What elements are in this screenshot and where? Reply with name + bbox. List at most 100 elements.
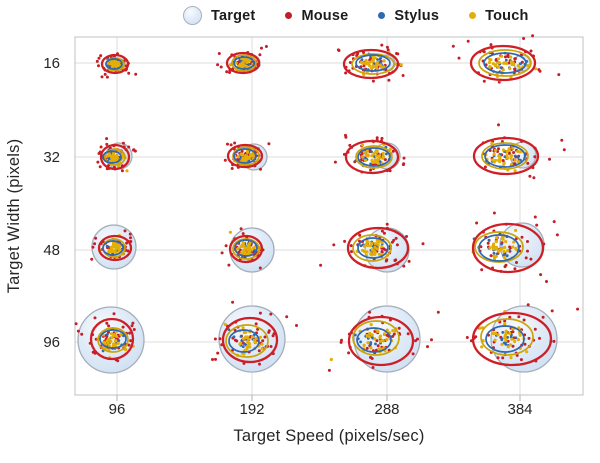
touch-point <box>329 357 333 362</box>
mouse-point <box>120 169 124 173</box>
touch-point <box>376 243 380 247</box>
touch-point <box>501 68 505 72</box>
touch-point <box>509 55 513 59</box>
cell-384-96 <box>436 303 580 373</box>
mouse-point <box>527 336 531 340</box>
touch-point <box>505 156 510 160</box>
touch-point <box>492 152 496 156</box>
mouse-point <box>380 43 384 47</box>
mouse-ellipse <box>347 315 415 367</box>
touch-point <box>490 158 494 162</box>
stylus-point <box>359 340 362 344</box>
mouse-point <box>387 78 391 82</box>
touch-point <box>506 249 510 253</box>
mouse-point <box>233 141 237 145</box>
mouse-point <box>127 145 131 149</box>
mouse-point <box>74 322 78 326</box>
touch-point <box>496 57 501 61</box>
stylus-ellipse <box>355 54 391 72</box>
mouse-point <box>529 257 533 261</box>
stylus-point <box>363 156 367 160</box>
touch-point <box>513 158 517 162</box>
mouse-point <box>401 163 405 167</box>
stylus-point <box>495 252 499 256</box>
mouse-point <box>258 53 262 57</box>
mouse-point <box>258 362 261 366</box>
mouse-point <box>501 356 505 360</box>
touch-ellipse <box>232 146 260 166</box>
touch-point <box>505 154 509 158</box>
touch-point <box>382 59 386 63</box>
touch-point <box>501 237 505 241</box>
mouse-point <box>538 336 541 340</box>
touch-point <box>498 248 502 252</box>
mouse-point <box>368 310 372 314</box>
mouse-point <box>229 143 233 147</box>
mouse-point <box>121 325 125 329</box>
mouse-point <box>395 243 399 247</box>
mouse-point <box>430 338 433 342</box>
mouse-point <box>336 48 340 52</box>
touch-point <box>494 240 498 244</box>
mouse-point <box>121 141 125 145</box>
touch-point <box>110 65 114 69</box>
mouse-point <box>358 233 362 237</box>
stylus-point <box>241 345 245 348</box>
touch-point <box>364 153 368 157</box>
mouse-point <box>93 316 97 320</box>
mouse-point <box>347 351 351 355</box>
mouse-point <box>532 176 536 180</box>
stylus-point <box>227 328 231 331</box>
stylus-point <box>106 333 109 336</box>
touch-point <box>526 64 530 68</box>
stylus-point <box>360 58 364 62</box>
mouse-point <box>557 73 561 77</box>
touch-point <box>373 242 377 246</box>
mouse-point <box>369 168 373 172</box>
mouse-point <box>132 328 136 331</box>
touch-point <box>509 60 513 64</box>
mouse-point <box>127 71 131 75</box>
stylus-ellipse <box>233 56 255 70</box>
stylus-ellipse <box>105 58 123 70</box>
y-tick-label: 96 <box>43 334 60 351</box>
touch-point <box>510 162 514 166</box>
plot-area <box>74 36 584 396</box>
stylus-point <box>353 333 357 337</box>
mouse-point <box>261 339 265 343</box>
mouse-point <box>545 280 548 283</box>
touch-point <box>492 160 496 164</box>
mouse-point <box>457 56 461 60</box>
touch-ellipse <box>481 142 529 170</box>
mouse-point <box>371 79 375 83</box>
mouse-ellipse <box>344 139 400 175</box>
mouse-point <box>436 310 440 314</box>
x-tick-label: 384 <box>507 401 532 418</box>
stylus-point <box>379 57 382 60</box>
touch-point <box>243 158 247 162</box>
mouse-point <box>365 346 369 350</box>
cell-384-32 <box>472 123 566 180</box>
mouse-ellipse <box>471 311 553 367</box>
mouse-ellipse <box>472 136 540 176</box>
mouse-ellipse <box>100 53 130 75</box>
touch-point <box>241 326 245 330</box>
touch-point <box>371 57 375 61</box>
mouse-point <box>406 332 410 336</box>
touch-point <box>368 331 372 335</box>
touch-point <box>369 346 373 350</box>
touch-point <box>106 341 110 345</box>
touch-point <box>372 160 376 164</box>
mouse-point <box>256 327 260 331</box>
mouse-point <box>96 160 100 164</box>
touch-point <box>365 250 369 254</box>
touch-point <box>112 333 116 337</box>
touch-point <box>117 60 121 65</box>
touch-point <box>378 63 382 67</box>
touch-point <box>508 331 512 335</box>
mouse-point <box>497 123 500 127</box>
touch-point <box>365 149 369 153</box>
mouse-point <box>504 55 507 59</box>
